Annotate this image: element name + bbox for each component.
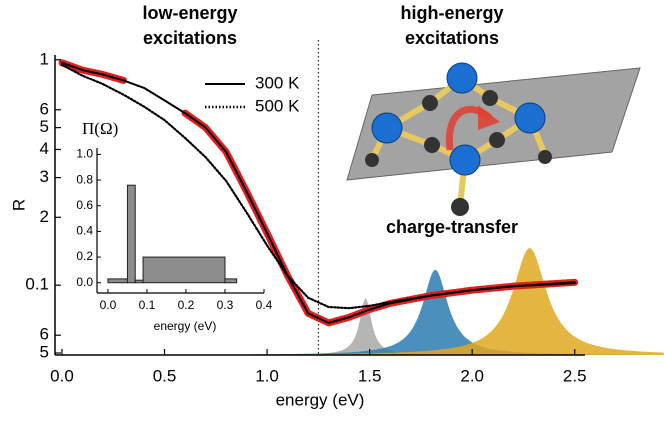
annotation: charge-transfer: [386, 217, 518, 237]
inset-y-tick-label: 0.6: [76, 198, 93, 212]
y-tick-label: 4: [40, 139, 49, 158]
inset-x-tick-label: 0.4: [256, 298, 273, 312]
molecule-illustration: [346, 62, 641, 216]
line-series: [60, 63, 576, 310]
inset-y-tick-label: 0.8: [76, 172, 93, 186]
histogram-bar: [126, 184, 136, 284]
y-tick-label: 6: [40, 99, 49, 118]
x-tick-label: 0.5: [153, 366, 177, 385]
x-tick-label: 2.0: [460, 366, 484, 385]
y-tick-label: 1: [40, 49, 49, 68]
annotation: excitations: [143, 28, 237, 48]
inset-x-axis-label: energy (eV): [154, 319, 217, 333]
peak: [250, 269, 664, 355]
histogram-bar: [142, 256, 226, 284]
y-tick-label: 3: [40, 167, 49, 186]
inset-x-tick-label: 0.3: [217, 298, 234, 312]
annotation: high-energy: [400, 3, 503, 23]
legend-label: 500 K: [255, 96, 300, 115]
histogram-bar: [224, 278, 238, 284]
peaks: [250, 248, 664, 355]
inset-x-tick-label: 0.2: [178, 298, 195, 312]
peak: [283, 248, 664, 355]
y-tick-label: 0.1: [25, 275, 49, 294]
y-tick-label: 2: [40, 207, 49, 226]
inset-title: Π(Ω): [82, 119, 118, 138]
x-tick-label: 1.0: [255, 366, 279, 385]
histogram-bar: [107, 278, 128, 284]
inset-x-tick-label: 0.0: [100, 298, 117, 312]
peak: [279, 298, 664, 355]
x-tick-label: 0.0: [50, 366, 74, 385]
y-tick-label: 5: [40, 117, 49, 136]
inset-y-tick-label: 0.4: [76, 224, 93, 238]
inset-x-tick-label: 0.1: [139, 298, 156, 312]
x-tick-label: 1.5: [358, 366, 382, 385]
inset-y-tick-label: 0.0: [76, 275, 93, 289]
annotation: excitations: [405, 28, 499, 48]
y-axis-label: R: [9, 199, 28, 211]
y-tick-label: 6: [40, 325, 49, 344]
annotation: low-energy: [142, 3, 237, 23]
x-tick-label: 2.5: [563, 366, 587, 385]
inset-y-tick-label: 1.0: [76, 147, 93, 161]
y-tick-label: 5: [40, 343, 49, 362]
inset-y-tick-label: 0.2: [76, 249, 93, 263]
x-axis-label: energy (eV): [276, 390, 365, 409]
legend-label: 300 K: [255, 73, 300, 92]
histogram-bar: [134, 279, 144, 284]
